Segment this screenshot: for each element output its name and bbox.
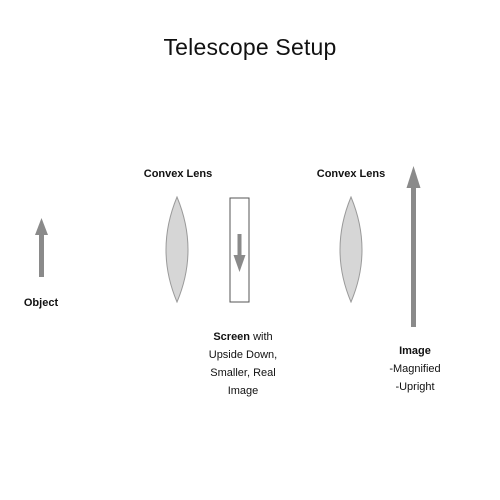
diagram-title: Telescope Setup (163, 34, 337, 60)
screen-caption-line4: Image (227, 385, 259, 397)
lens1-label: Convex Lens (143, 168, 213, 180)
screen-caption-bold: Screen (213, 331, 251, 343)
lens2-label: Convex Lens (316, 168, 386, 180)
convex-lens-1 (165, 195, 189, 304)
magnified-image-arrow (406, 166, 421, 327)
screen-caption-line2: Upside Down, (208, 349, 278, 361)
image-caption-line3: -Upright (395, 381, 435, 393)
inverted-image-arrow (233, 234, 246, 272)
image-caption-line2: -Magnified (389, 363, 441, 375)
convex-lens-2 (339, 195, 363, 304)
screen-caption: Screen with Upside Down, Smaller, Real I… (190, 328, 296, 400)
object-arrow (35, 218, 48, 277)
screen-caption-line3: Smaller, Real (210, 367, 276, 379)
image-caption: Image -Magnified -Upright (355, 342, 475, 396)
object-label: Object (23, 297, 59, 309)
image-caption-bold: Image (399, 345, 431, 357)
screen-caption-rest: with (250, 331, 273, 343)
